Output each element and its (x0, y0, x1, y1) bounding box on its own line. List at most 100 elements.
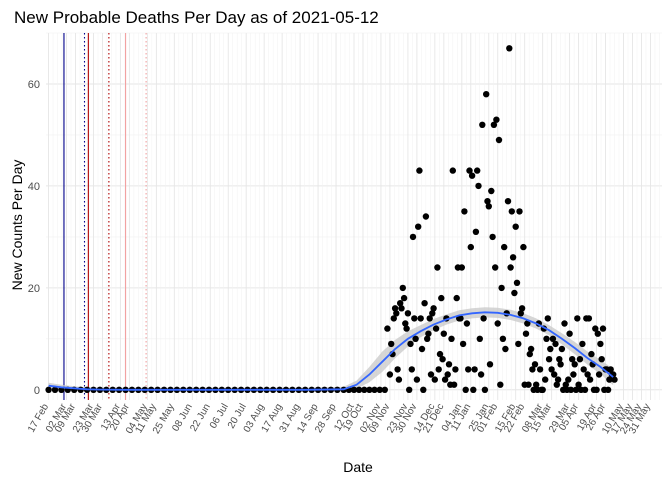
data-point (386, 371, 394, 378)
data-point (572, 386, 580, 393)
data-point (434, 264, 441, 271)
data-point (536, 366, 544, 373)
data-point (432, 325, 440, 332)
data-point (355, 386, 363, 393)
data-point (461, 208, 468, 215)
data-point (548, 366, 555, 373)
data-point (584, 371, 591, 378)
data-point (474, 167, 481, 174)
data-point (458, 264, 465, 271)
data-point (556, 356, 563, 363)
data-point (565, 376, 572, 383)
data-point (507, 264, 514, 271)
data-point (484, 198, 491, 205)
data-point (611, 376, 618, 383)
data-point (580, 366, 587, 373)
data-point (525, 381, 532, 388)
y-tick-label: 0 (34, 385, 40, 397)
data-point (486, 361, 494, 368)
data-point (475, 182, 482, 190)
smooth-line (48, 311, 614, 391)
data-point (444, 371, 451, 378)
data-point (498, 284, 505, 292)
data-point (465, 366, 472, 373)
data-point (558, 345, 566, 353)
data-point (420, 386, 427, 393)
grid (46, 32, 662, 400)
data-point (554, 376, 562, 383)
data-point (371, 386, 378, 393)
data-point (467, 243, 474, 251)
data-point (509, 254, 517, 261)
data-point (592, 325, 599, 332)
data-point (395, 376, 403, 383)
data-point (480, 315, 487, 322)
data-point (457, 315, 464, 322)
data-point (494, 320, 501, 327)
data-point (549, 335, 557, 342)
data-point (495, 136, 503, 144)
data-point (561, 320, 568, 327)
y-tick-labels: 0 20 40 60 (28, 79, 40, 397)
data-point (575, 381, 582, 388)
data-point (453, 294, 460, 302)
data-point (545, 356, 553, 363)
data-point (407, 340, 414, 348)
data-point (479, 121, 486, 128)
data-point (417, 315, 424, 322)
data-point (448, 335, 455, 342)
data-point (567, 386, 575, 393)
data-point (499, 335, 507, 342)
data-point (429, 310, 436, 317)
data-point (470, 386, 477, 393)
data-point (553, 381, 560, 388)
data-point (547, 345, 554, 353)
data-point (413, 376, 421, 383)
data-point (459, 340, 467, 348)
data-point (361, 386, 368, 393)
data-point (571, 361, 578, 368)
data-point (513, 279, 521, 286)
data-point (445, 361, 453, 368)
data-point (485, 203, 492, 210)
data-point (468, 172, 476, 179)
data-point (408, 366, 415, 373)
data-point (585, 315, 593, 322)
data-point (497, 381, 504, 388)
data-point (462, 386, 469, 393)
data-point (566, 330, 573, 337)
data-point (543, 335, 550, 342)
data-point (394, 366, 401, 373)
data-point (45, 386, 52, 393)
x-axis-title: Date (343, 459, 373, 475)
data-point (522, 330, 530, 337)
data-point (412, 335, 419, 342)
data-point (416, 167, 423, 174)
data-point (391, 305, 399, 312)
data-point (599, 325, 607, 332)
data-point (607, 366, 614, 373)
data-point (449, 167, 456, 174)
data-point (551, 371, 558, 378)
data-point (421, 300, 428, 307)
chart-title: New Probable Deaths Per Day as of 2021-0… (14, 8, 379, 27)
data-point (492, 264, 499, 271)
data-point (452, 366, 459, 373)
data-point (598, 356, 605, 363)
data-point (439, 356, 446, 363)
data-point (488, 187, 495, 195)
data-point (604, 386, 612, 393)
data-point (441, 376, 449, 383)
data-point (562, 381, 569, 388)
data-point (490, 121, 498, 128)
data-point (593, 386, 600, 393)
data-point (531, 361, 539, 368)
data-point (504, 198, 512, 205)
data-point (557, 361, 564, 368)
data-point (518, 305, 526, 312)
data-point (403, 325, 410, 332)
data-point (381, 386, 388, 393)
data-point (542, 376, 549, 383)
